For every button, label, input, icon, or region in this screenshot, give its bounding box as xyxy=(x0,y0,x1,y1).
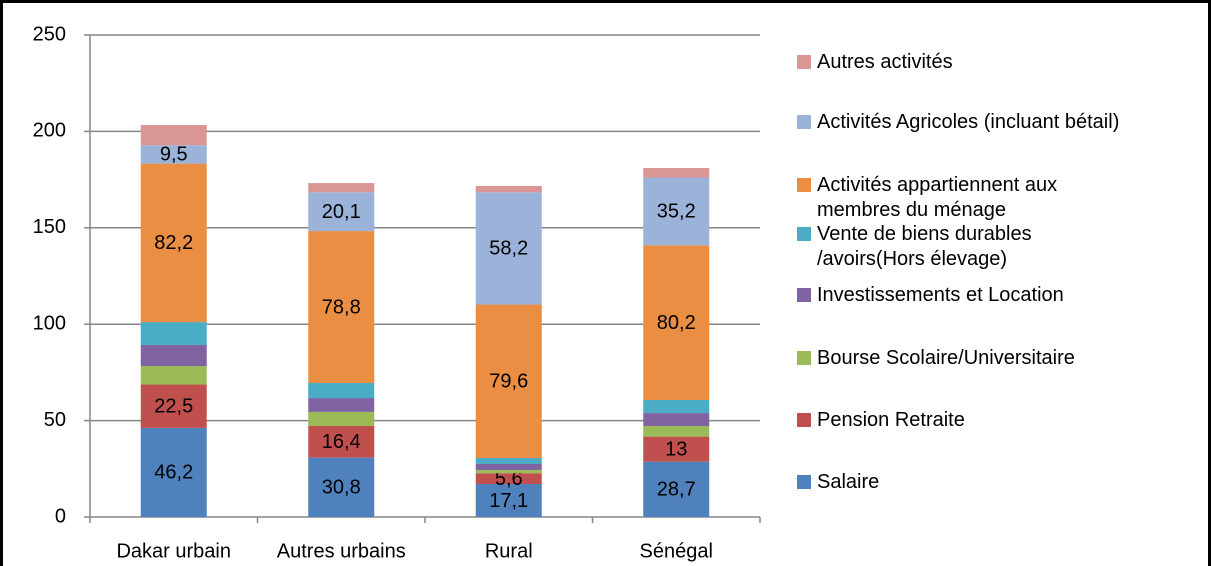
y-tick-label: 0 xyxy=(55,505,66,527)
bar-segment xyxy=(140,345,207,367)
legend-label: Vente de biens durables /avoirs(Hors éle… xyxy=(817,223,1032,270)
data-label: 78,8 xyxy=(322,296,361,318)
legend-label: Bourse Scolaire/Universitaire xyxy=(817,347,1075,369)
bar-segment xyxy=(308,192,375,232)
legend-item: Bourse Scolaire/Universitaire xyxy=(797,346,1197,371)
legend-swatch xyxy=(797,351,811,365)
bar-segment xyxy=(308,398,375,412)
x-tick-label: Sénégal xyxy=(640,540,713,562)
bar-segment xyxy=(643,245,710,400)
legend-swatch xyxy=(797,475,811,489)
legend-label: Autres activités xyxy=(817,51,953,73)
data-label: 30,8 xyxy=(322,477,361,499)
data-label: 46,2 xyxy=(154,462,193,484)
y-tick-label: 50 xyxy=(44,409,66,431)
bar-segment xyxy=(308,183,375,193)
legend-label: Activités appartiennent aux membres du m… xyxy=(817,174,1058,221)
bar-segment xyxy=(475,473,542,485)
x-tick-label: Rural xyxy=(485,540,533,562)
bar-segment xyxy=(140,125,207,146)
bar-segment xyxy=(140,145,207,164)
bar-segment xyxy=(643,425,710,437)
legend-item: Salaire xyxy=(797,470,1197,495)
data-label: 80,2 xyxy=(657,312,696,334)
bar-segment xyxy=(308,425,375,458)
legend-item: Investissements et Location xyxy=(797,283,1197,308)
bar-segment xyxy=(140,427,207,517)
data-label: 28,7 xyxy=(657,479,696,501)
data-label: 35,2 xyxy=(657,201,696,223)
bar-segment xyxy=(308,457,375,517)
bar-segment xyxy=(643,168,710,178)
bar-segment xyxy=(308,383,375,399)
bar-segment xyxy=(475,469,542,474)
bar-segment xyxy=(475,458,542,464)
data-label: 58,2 xyxy=(489,238,528,260)
bar-segment xyxy=(643,177,710,246)
bar-segment xyxy=(308,411,375,426)
legend-swatch xyxy=(797,413,811,427)
legend-item: Activités appartiennent aux membres du m… xyxy=(797,173,1197,223)
bar-segment xyxy=(643,413,710,426)
legend-swatch xyxy=(797,178,811,192)
y-tick-label: 150 xyxy=(33,216,66,238)
legend-label: Pension Retraite xyxy=(817,409,965,431)
legend-swatch xyxy=(797,227,811,241)
legend-item: Autres activités xyxy=(797,50,1197,75)
legend-swatch xyxy=(797,115,811,129)
data-label: 13 xyxy=(665,438,687,460)
bar-segment xyxy=(643,461,710,517)
x-tick-label: Autres urbains xyxy=(277,540,406,562)
legend-swatch xyxy=(797,55,811,69)
data-label: 5,6 xyxy=(495,468,523,490)
data-label: 20,1 xyxy=(322,201,361,223)
data-label: 79,6 xyxy=(489,371,528,393)
bar-segment xyxy=(475,463,542,470)
y-tick-label: 250 xyxy=(33,23,66,45)
data-label: 17,1 xyxy=(489,490,528,512)
data-label: 9,5 xyxy=(160,144,188,166)
legend-label: Salaire xyxy=(817,471,880,493)
legend-item: Activités Agricoles (incluant bétail) xyxy=(797,110,1197,135)
legend-label: Investissements et Location xyxy=(817,284,1064,306)
bar-segment xyxy=(140,163,207,323)
bar-segment xyxy=(475,484,542,517)
bar-segment xyxy=(475,192,542,305)
bar-segment xyxy=(643,399,710,414)
y-tick-label: 100 xyxy=(33,312,66,334)
data-label: 82,2 xyxy=(154,232,193,254)
y-tick-label: 200 xyxy=(33,120,66,142)
data-label: 22,5 xyxy=(154,396,193,418)
bar-segment xyxy=(140,384,207,428)
bar-segment xyxy=(643,436,710,462)
legend-item: Vente de biens durables /avoirs(Hors éle… xyxy=(797,222,1197,272)
legend-item: Pension Retraite xyxy=(797,408,1197,433)
legend-swatch xyxy=(797,288,811,302)
legend-label: Activités Agricoles (incluant bétail) xyxy=(817,111,1120,133)
bar-segment xyxy=(475,304,542,459)
bar-segment xyxy=(140,322,207,346)
x-tick-label: Dakar urbain xyxy=(116,540,231,562)
bar-segment xyxy=(140,366,207,385)
bar-segment xyxy=(308,231,375,384)
data-label: 16,4 xyxy=(322,431,361,453)
bar-segment xyxy=(475,185,542,193)
